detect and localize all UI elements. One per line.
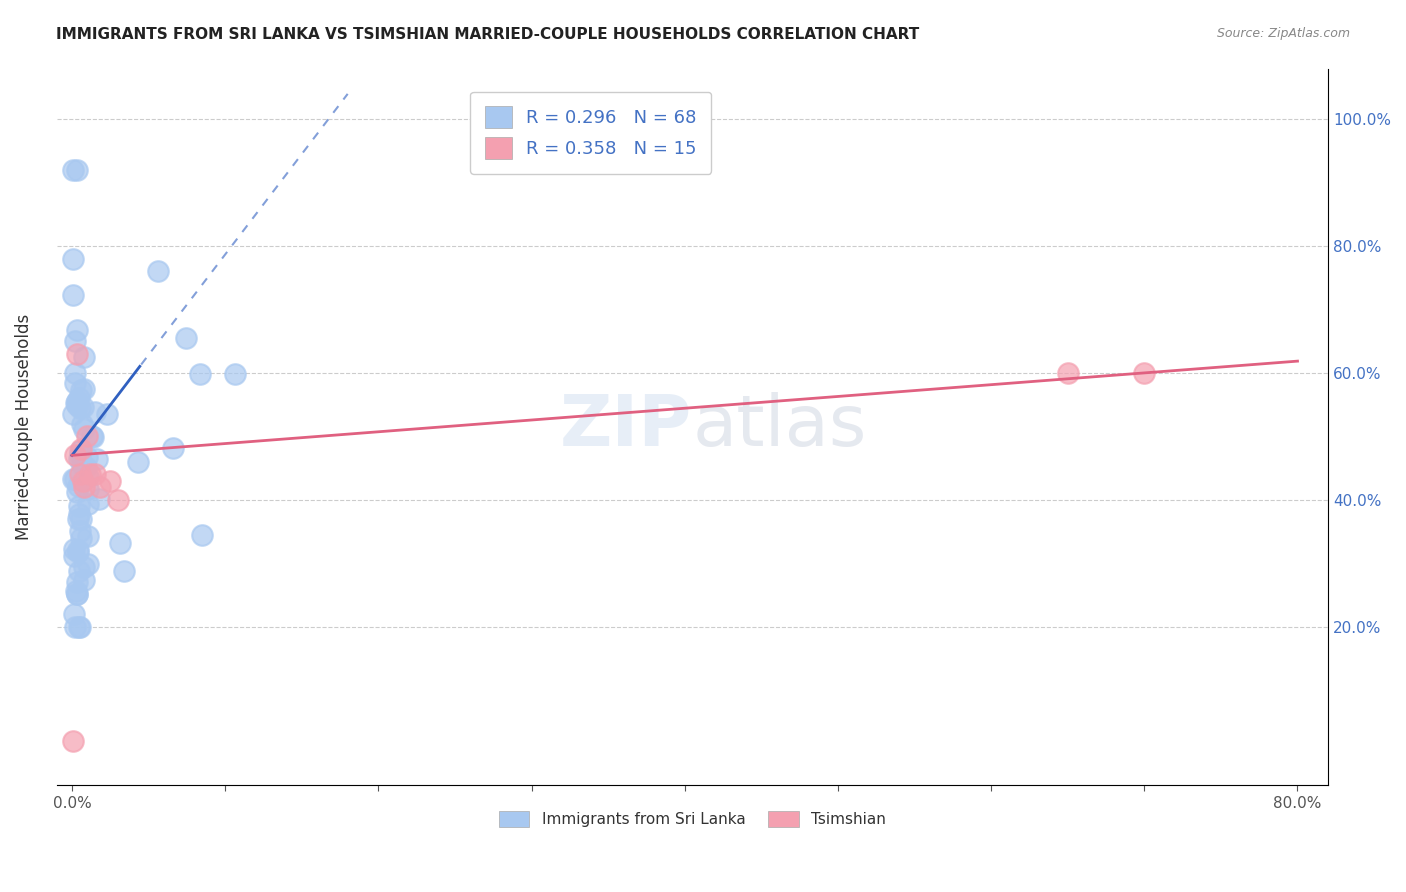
Point bbox=[62, 252, 84, 266]
Point bbox=[65, 163, 87, 178]
Point bbox=[63, 376, 86, 391]
Point bbox=[65, 398, 87, 412]
Point bbox=[70, 384, 93, 398]
Point bbox=[66, 587, 89, 601]
Text: IMMIGRANTS FROM SRI LANKA VS TSIMSHIAN MARRIED-COUPLE HOUSEHOLDS CORRELATION CHA: IMMIGRANTS FROM SRI LANKA VS TSIMSHIAN M… bbox=[56, 27, 920, 42]
Point bbox=[69, 401, 91, 416]
Point bbox=[76, 470, 98, 484]
Point bbox=[70, 458, 93, 472]
Point bbox=[73, 480, 96, 494]
Point bbox=[67, 479, 90, 493]
Point bbox=[98, 474, 121, 488]
Point bbox=[62, 541, 84, 556]
Point bbox=[65, 587, 87, 601]
Point bbox=[63, 448, 86, 462]
Point bbox=[86, 452, 108, 467]
Point bbox=[1133, 366, 1156, 380]
Point bbox=[73, 573, 96, 587]
Point bbox=[65, 584, 87, 599]
Point bbox=[65, 484, 87, 499]
Point bbox=[66, 394, 89, 409]
Point bbox=[174, 331, 197, 345]
Point bbox=[146, 263, 169, 277]
Point bbox=[110, 536, 132, 550]
Y-axis label: Married-couple Households: Married-couple Households bbox=[15, 314, 32, 540]
Point bbox=[82, 430, 104, 444]
Point bbox=[66, 575, 89, 590]
Point bbox=[67, 499, 90, 513]
Point bbox=[62, 407, 84, 421]
Point bbox=[69, 467, 91, 482]
Point bbox=[62, 163, 84, 178]
Point bbox=[72, 400, 94, 414]
Point bbox=[62, 288, 84, 302]
Point bbox=[77, 557, 100, 571]
Point bbox=[63, 366, 86, 380]
Legend: Immigrants from Sri Lanka, Tsimshian: Immigrants from Sri Lanka, Tsimshian bbox=[491, 804, 894, 835]
Point bbox=[73, 422, 96, 436]
Point bbox=[76, 429, 98, 443]
Point bbox=[96, 408, 118, 422]
Point bbox=[67, 507, 90, 521]
Point bbox=[112, 564, 135, 578]
Point bbox=[107, 492, 129, 507]
Point bbox=[63, 334, 86, 349]
Point bbox=[69, 444, 91, 458]
Point bbox=[67, 564, 90, 578]
Point bbox=[72, 559, 94, 574]
Point bbox=[67, 392, 90, 406]
Point bbox=[70, 512, 93, 526]
Point bbox=[89, 491, 111, 506]
Point bbox=[84, 467, 107, 482]
Point bbox=[73, 350, 96, 364]
Point bbox=[162, 441, 184, 455]
Point bbox=[63, 472, 86, 486]
Point bbox=[76, 450, 98, 465]
Point bbox=[128, 454, 150, 468]
Point bbox=[72, 474, 94, 488]
Point bbox=[69, 448, 91, 462]
Point bbox=[65, 347, 87, 361]
Point bbox=[1056, 366, 1078, 380]
Point bbox=[62, 733, 84, 747]
Point bbox=[188, 367, 211, 381]
Point bbox=[69, 619, 91, 633]
Point bbox=[191, 528, 214, 542]
Point bbox=[70, 442, 93, 456]
Point bbox=[66, 545, 89, 559]
Point bbox=[72, 382, 94, 396]
Point bbox=[67, 452, 90, 467]
Text: atlas: atlas bbox=[692, 392, 866, 461]
Point bbox=[69, 524, 91, 539]
Point bbox=[70, 532, 93, 546]
Point bbox=[62, 472, 84, 486]
Text: ZIP: ZIP bbox=[560, 392, 692, 461]
Point bbox=[67, 543, 90, 558]
Point bbox=[80, 429, 103, 443]
Point bbox=[224, 367, 246, 381]
Text: Source: ZipAtlas.com: Source: ZipAtlas.com bbox=[1216, 27, 1350, 40]
Point bbox=[89, 480, 111, 494]
Point bbox=[65, 396, 87, 410]
Point bbox=[76, 529, 98, 543]
Point bbox=[84, 405, 107, 419]
Point bbox=[63, 607, 86, 622]
Point bbox=[76, 497, 98, 511]
Point bbox=[67, 512, 90, 526]
Point bbox=[66, 323, 89, 337]
Point bbox=[75, 459, 97, 474]
Point bbox=[65, 619, 87, 633]
Point bbox=[70, 417, 93, 431]
Point bbox=[63, 549, 86, 563]
Point bbox=[67, 619, 90, 633]
Point bbox=[79, 467, 101, 482]
Point bbox=[77, 483, 100, 497]
